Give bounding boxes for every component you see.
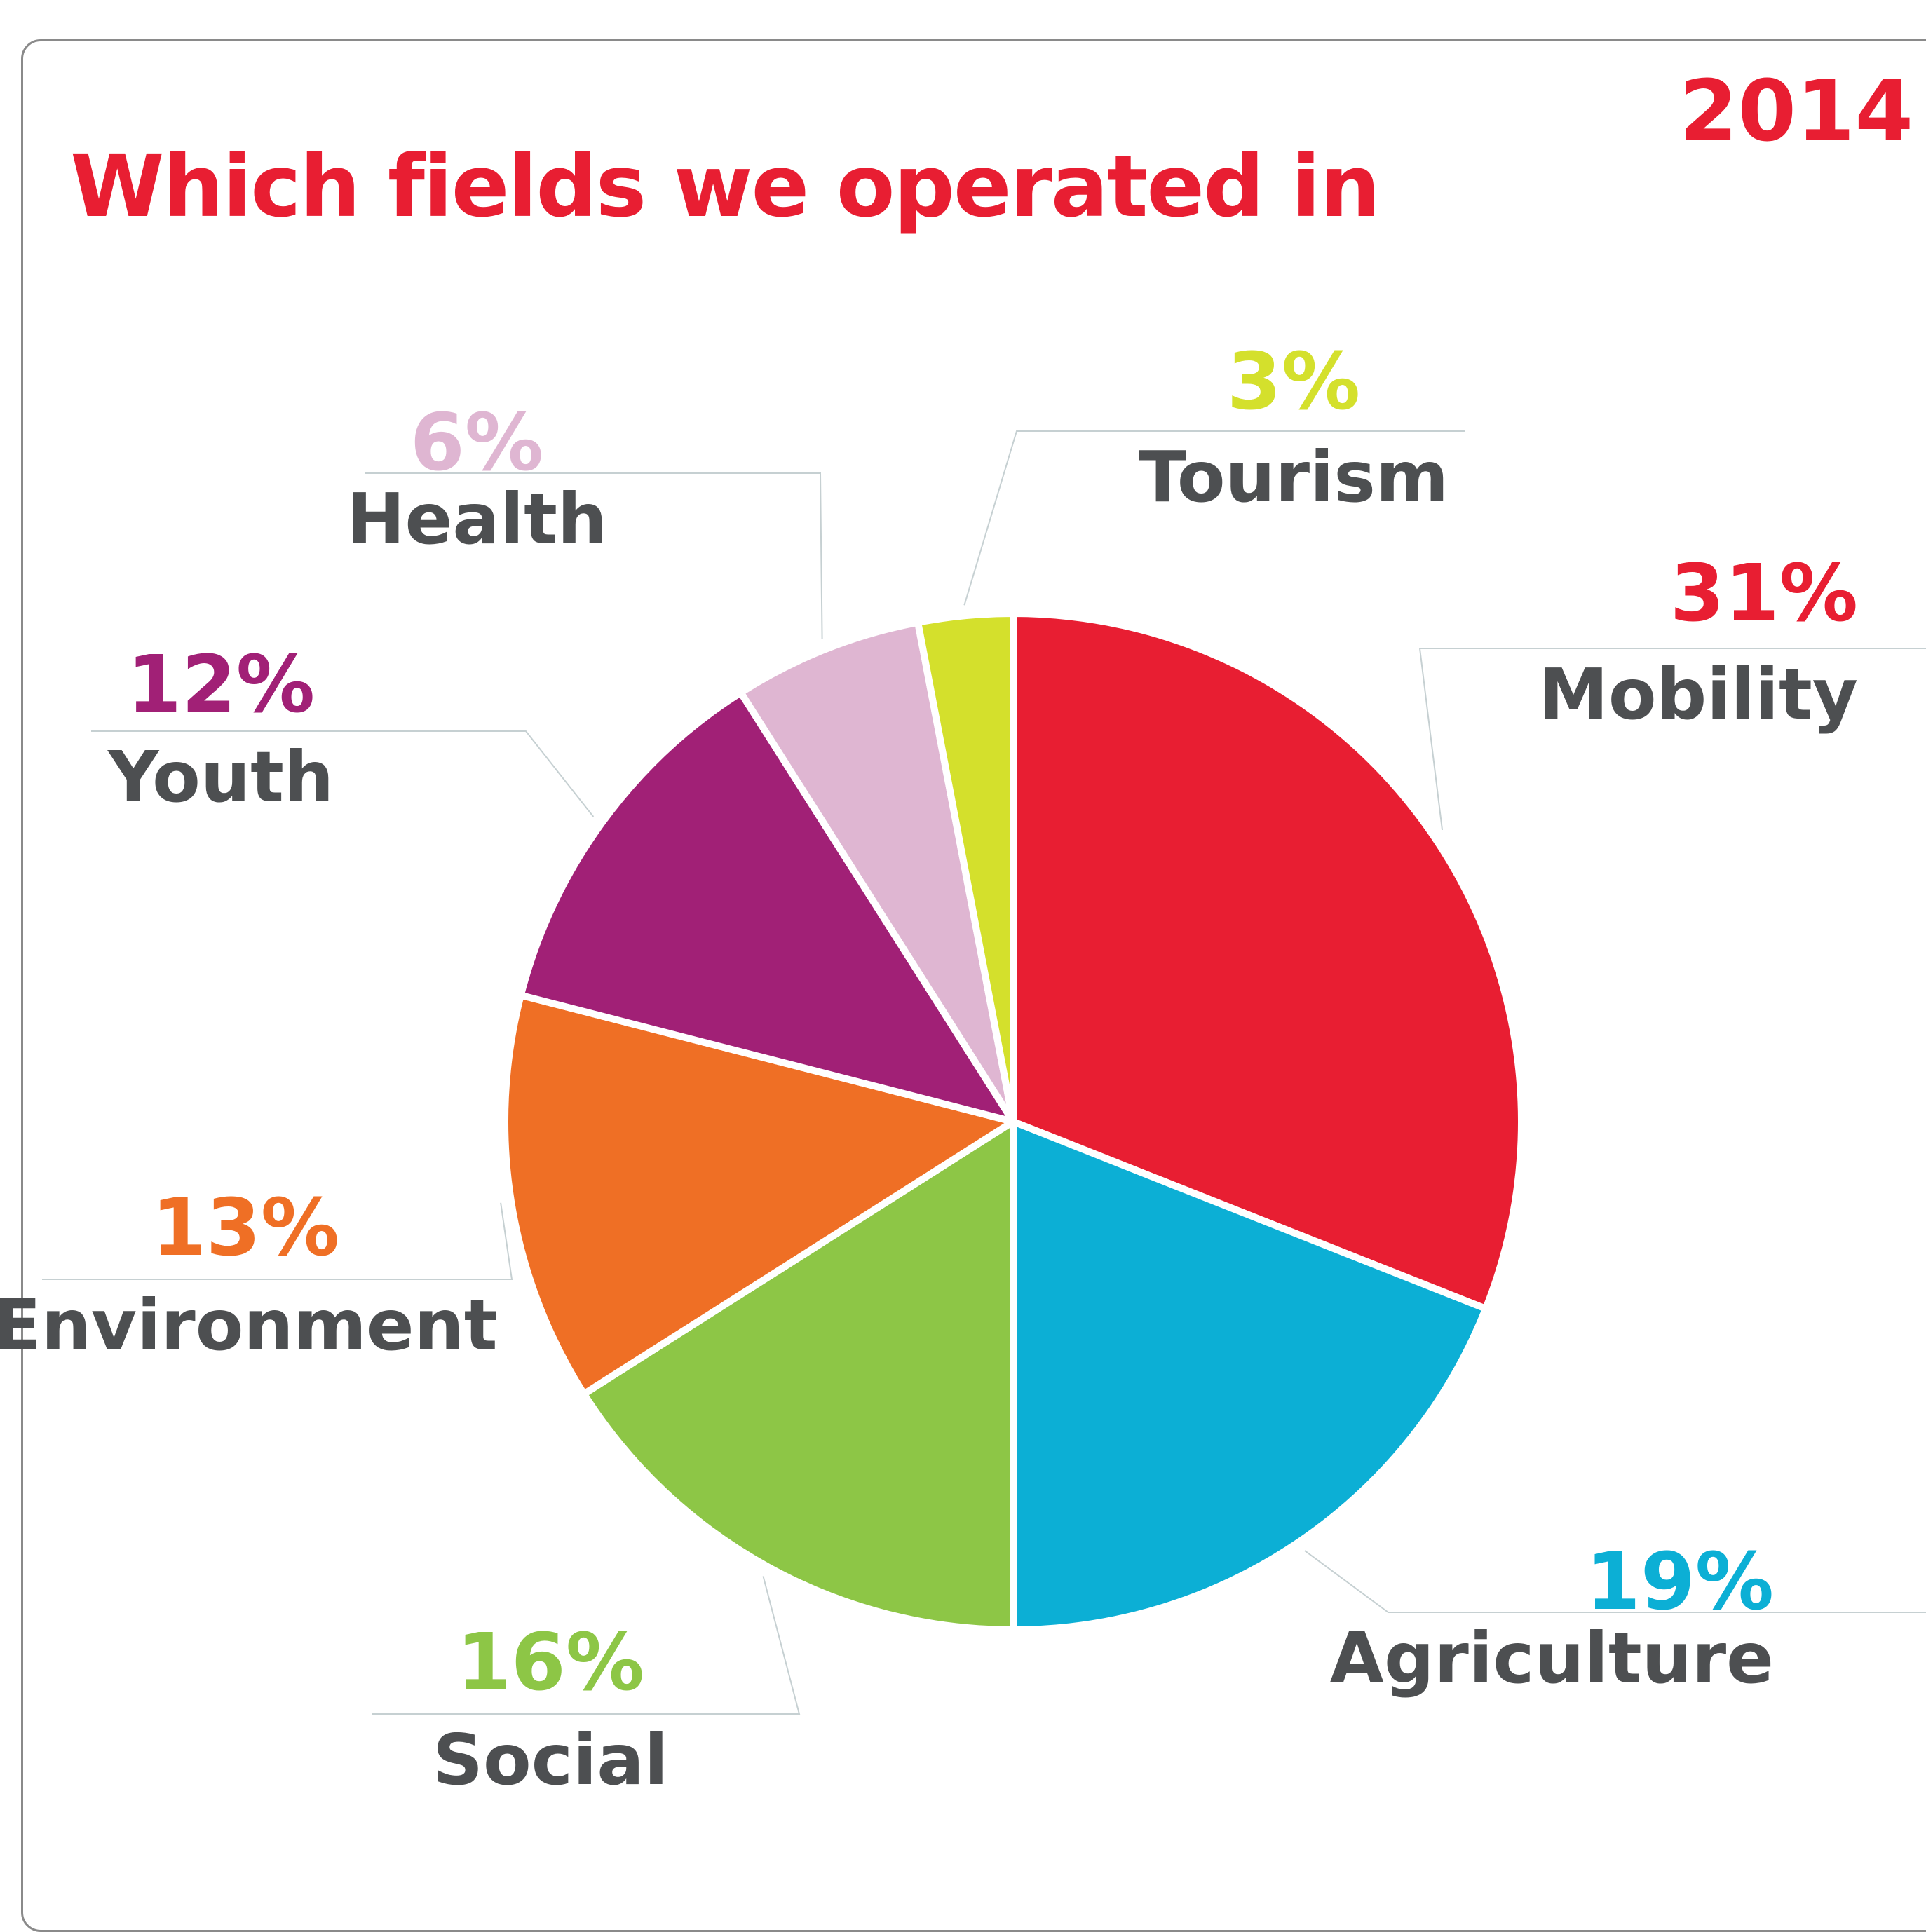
pie-chart: 31% Mobility 19%Agriculture 16% Social 13% Env… [0,336,1926,1801]
slice-percent-mobility: 31% [1670,548,1858,639]
leader-line-environment [42,1202,513,1280]
pie-slice-health [737,618,1017,1125]
slice-label-youth: Youth [107,736,334,818]
slice-label-health: Health [346,478,607,560]
slice-label-tourism: Tourism [1139,436,1449,518]
pie-slice-youth [517,688,1017,1125]
slice-percent-tourism: 3% [1227,336,1360,428]
pie-slice-mobility [1010,610,1525,1312]
pie-slice-agriculture [1010,1118,1490,1633]
chart-title: Which fields we operated in [70,137,1381,236]
leader-line-social [372,1576,801,1715]
slice-label-social: Social [433,1719,668,1801]
leader-lines [42,430,1926,1715]
slice-label-agriculture: Agriculture [1330,1617,1774,1699]
leader-line-agriculture [1304,1550,1926,1613]
slice-label-mobility: Mobility [1538,653,1858,735]
year-label: 2014 [1679,63,1913,161]
slice-label-environment: Environment [0,1284,498,1366]
slice-percent-youth: 12% [127,639,315,730]
leader-line-tourism [963,430,1465,606]
pie-slice-environment [501,991,1017,1398]
leader-line-health [365,472,823,639]
slice-percent-agriculture: 19% [1586,1537,1774,1628]
pie-slice-social [580,1118,1017,1633]
slice-percent-environment: 13% [151,1183,339,1274]
slice-percent-health: 6% [410,397,543,489]
pie-slices [501,610,1525,1633]
leader-line-mobility [1418,648,1926,831]
slice-labels: 31% Mobility 19%Agriculture 16% Social 13% Env… [0,336,1858,1801]
pie-slice-tourism [914,610,1017,1125]
leader-line-youth [91,730,595,817]
slice-percent-social: 16% [456,1617,644,1708]
